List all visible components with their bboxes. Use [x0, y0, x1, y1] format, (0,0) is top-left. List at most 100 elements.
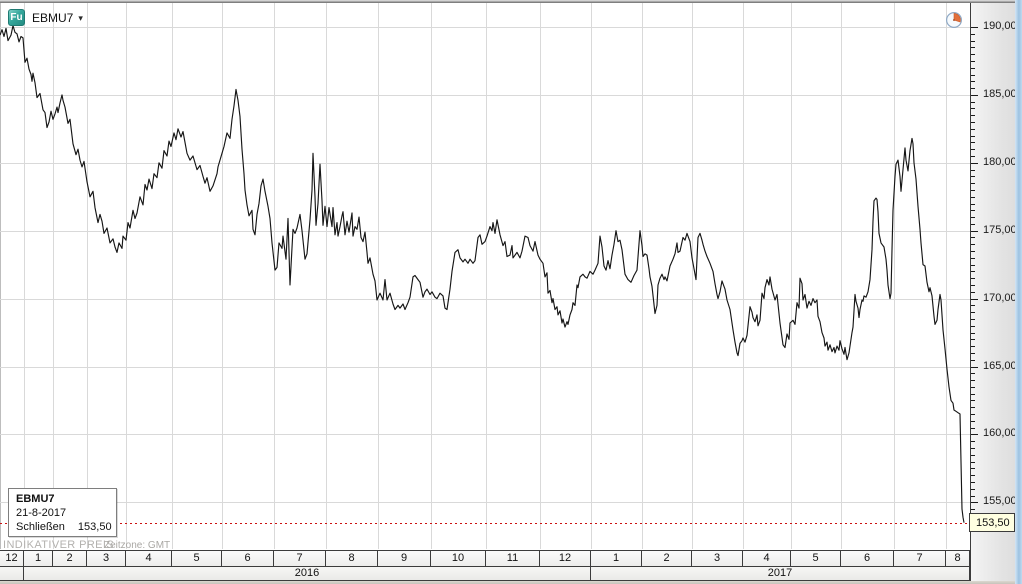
- month-label: 7: [274, 551, 326, 566]
- price-axis-tick: [971, 291, 975, 293]
- month-label: 5: [172, 551, 222, 566]
- price-axis-label: 175,00: [983, 223, 1017, 236]
- price-axis-tick: [971, 101, 975, 103]
- price-axis-tick: [971, 169, 975, 171]
- month-label: 2: [642, 551, 692, 566]
- price-axis-tick: [971, 115, 975, 117]
- price-axis-tick: [971, 223, 975, 225]
- price-axis-tick: [971, 346, 975, 348]
- price-axis-tick: [971, 359, 975, 361]
- price-axis-tick: [971, 189, 975, 191]
- price-axis-tick: [971, 468, 975, 470]
- month-label: 1: [591, 551, 642, 566]
- price-axis-tick: [971, 122, 975, 124]
- price-axis[interactable]: 190,00 185,00 180,00 175,00 170,00 165,00 160,…: [970, 3, 1017, 581]
- month-label: 6: [222, 551, 274, 566]
- price-axis-tick: [971, 244, 975, 246]
- price-axis-tick: [971, 332, 975, 334]
- time-axis-months[interactable]: 12 1 2 3 4 5 6 7 8 9 10 11 12 1 2 3 4 5 6 7 8: [0, 550, 970, 567]
- price-axis-tick: [971, 67, 975, 69]
- price-axis-tick: [971, 88, 975, 90]
- price-axis-tick: [971, 128, 975, 130]
- price-axis-tick: [971, 74, 975, 76]
- price-axis-tick: [971, 264, 975, 266]
- month-label: 3: [87, 551, 126, 566]
- price-axis-tick: [971, 509, 975, 511]
- month-label: 12: [0, 551, 24, 566]
- price-axis-tick: [971, 60, 975, 62]
- price-axis-tick: [971, 400, 975, 402]
- year-label: [0, 567, 24, 580]
- month-label: 2: [53, 551, 87, 566]
- price-axis-tick: [971, 420, 975, 422]
- price-axis-tick: [971, 149, 975, 151]
- time-axis-years[interactable]: 2016 2017: [0, 567, 970, 581]
- indicative-price-note: INDIKATIVER PREIS: [3, 539, 115, 551]
- price-axis-tick: [971, 475, 975, 477]
- price-axis-tick: [971, 502, 978, 504]
- last-price-value: 153,50: [976, 516, 1010, 529]
- clock-icon[interactable]: [945, 11, 963, 29]
- month-label: 4: [126, 551, 172, 566]
- month-label: 6: [841, 551, 894, 566]
- price-axis-tick: [971, 366, 978, 368]
- price-axis-tick: [971, 156, 975, 157]
- month-label: 9: [378, 551, 431, 566]
- price-axis-tick: [971, 176, 975, 178]
- price-axis-tick: [971, 81, 975, 83]
- data-tooltip: EBMU7 21-8-2017 Schließen 153,50: [8, 488, 117, 537]
- month-label: 11: [486, 551, 540, 566]
- symbol-selector[interactable]: Fu EBMU7 ▾: [8, 9, 83, 26]
- price-axis-tick: [971, 40, 975, 42]
- price-axis-tick: [971, 318, 975, 320]
- price-axis-tick: [971, 217, 975, 219]
- price-axis-tick: [971, 325, 975, 327]
- price-axis-label: 190,00: [983, 20, 1017, 32]
- price-axis-tick: [971, 257, 975, 259]
- timezone-note: Zeitzone: GMT: [104, 540, 171, 551]
- month-label: 4: [743, 551, 791, 566]
- price-axis-tick: [971, 339, 975, 341]
- price-axis-tick: [971, 237, 975, 239]
- price-axis-tick: [971, 162, 978, 164]
- price-axis-tick: [971, 312, 975, 314]
- price-axis-tick: [971, 285, 975, 287]
- price-axis-tick: [971, 454, 975, 456]
- price-axis-tick: [971, 142, 975, 144]
- price-axis-tick: [971, 434, 978, 436]
- price-axis-tick: [971, 393, 975, 395]
- price-axis-tick: [971, 108, 975, 110]
- window-bottom-border: [0, 581, 1022, 584]
- price-axis-tick: [971, 414, 975, 416]
- price-axis-tick: [971, 135, 975, 137]
- price-axis-tick: [971, 481, 975, 483]
- price-axis-label: 160,00: [983, 427, 1017, 440]
- price-axis-tick: [971, 33, 975, 35]
- price-axis-tick: [971, 427, 975, 429]
- price-axis-label: 170,00: [983, 291, 1017, 304]
- price-axis-tick: [971, 183, 975, 185]
- month-label: 1: [24, 551, 53, 566]
- price-axis-tick: [971, 271, 975, 273]
- price-axis-label: 180,00: [983, 155, 1017, 168]
- month-label: 3: [692, 551, 743, 566]
- price-axis-tick: [971, 94, 978, 96]
- price-axis-tick: [971, 447, 975, 449]
- price-axis-tick: [971, 203, 975, 205]
- price-axis-tick: [971, 278, 975, 280]
- price-axis-tick: [971, 380, 975, 382]
- window-right-border: [1015, 0, 1022, 584]
- price-axis-tick: [971, 373, 975, 375]
- chevron-down-icon[interactable]: ▾: [78, 12, 83, 23]
- month-label: 7: [894, 551, 946, 566]
- price-axis-label: 185,00: [983, 87, 1017, 100]
- window-top-border: [0, 0, 1022, 3]
- price-axis-tick: [971, 251, 975, 253]
- month-label: 10: [431, 551, 486, 566]
- tooltip-field-label: Schließen: [16, 521, 65, 533]
- price-line: [0, 25, 965, 523]
- price-axis-label: 165,00: [983, 359, 1017, 372]
- price-axis-tick: [971, 54, 975, 56]
